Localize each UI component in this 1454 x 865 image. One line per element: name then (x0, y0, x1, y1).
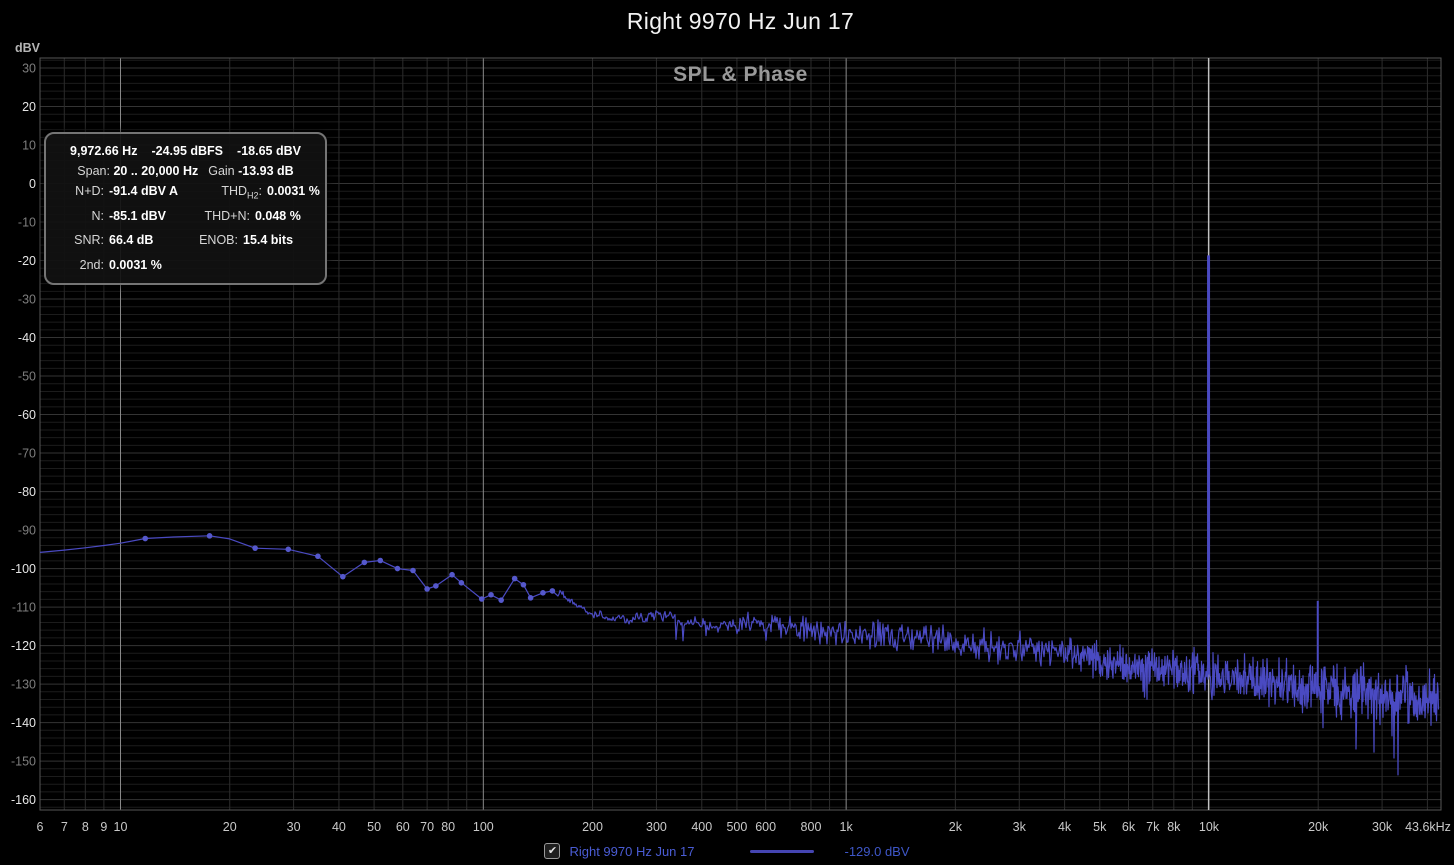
svg-text:40: 40 (332, 820, 346, 834)
svg-text:-130: -130 (11, 678, 36, 692)
svg-text:-50: -50 (18, 370, 36, 384)
nd-label: N+D: (75, 184, 104, 198)
svg-text:-40: -40 (18, 331, 36, 345)
series-visibility-checkbox[interactable]: ✔ (544, 843, 561, 859)
svg-text:4k: 4k (1058, 820, 1072, 834)
svg-text:-160: -160 (11, 793, 36, 807)
svg-text:6k: 6k (1122, 820, 1136, 834)
svg-text:3k: 3k (1013, 820, 1027, 834)
svg-text:-80: -80 (18, 485, 36, 499)
svg-text:43.6kHz: 43.6kHz (1405, 820, 1451, 834)
svg-text:-90: -90 (18, 524, 36, 538)
plot-title: SPL & Phase (673, 63, 808, 86)
svg-text:500: 500 (726, 820, 747, 834)
svg-text:800: 800 (801, 820, 822, 834)
svg-text:-110: -110 (12, 601, 36, 615)
svg-text:-140: -140 (11, 716, 36, 730)
svg-text:600: 600 (755, 820, 776, 834)
svg-text:-70: -70 (18, 447, 36, 461)
svg-text:-20: -20 (18, 254, 36, 268)
y-axis-unit-label: dBV (15, 41, 40, 55)
snr-label: SNR: (74, 233, 104, 247)
svg-text:1k: 1k (840, 820, 854, 834)
peak-dbv: -18.65 dBV (237, 144, 301, 158)
svg-text:9: 9 (100, 820, 107, 834)
svg-text:0: 0 (29, 177, 36, 191)
legend-bar: ✔ Right 9970 Hz Jun 17 -129.0 dBV (0, 839, 1454, 863)
svg-text:6: 6 (37, 820, 44, 834)
second-harmonic-value: 0.0031 % (109, 257, 162, 272)
svg-text:20k: 20k (1308, 820, 1329, 834)
peak-dbfs: -24.95 dBFS (151, 144, 224, 158)
span-value: 20 .. 20,000 Hz (113, 164, 199, 178)
svg-text:10: 10 (22, 139, 36, 153)
legend-series-label[interactable]: Right 9970 Hz Jun 17 (569, 843, 695, 859)
span-label: Span: (77, 164, 110, 178)
svg-text:-30: -30 (18, 293, 36, 307)
legend-cursor-value: -129.0 dBV (844, 843, 910, 859)
svg-text:80: 80 (441, 820, 455, 834)
measurement-infobox: 9,972.66 Hz -24.95 dBFS -18.65 dBV Span: 2… (44, 132, 327, 285)
thd-h2-value: 0.0031 % (267, 184, 320, 198)
enob-value: 15.4 bits (243, 233, 294, 247)
enob-label: ENOB: (199, 233, 238, 247)
svg-text:8k: 8k (1167, 820, 1181, 834)
svg-text:7: 7 (61, 820, 68, 834)
svg-text:200: 200 (582, 820, 603, 834)
svg-text:-10: -10 (18, 216, 36, 230)
svg-text:70: 70 (420, 820, 434, 834)
svg-text:400: 400 (691, 820, 712, 834)
svg-text:2k: 2k (949, 820, 963, 834)
svg-text:-60: -60 (18, 408, 36, 422)
svg-text:10k: 10k (1199, 820, 1220, 834)
svg-text:-150: -150 (11, 755, 36, 769)
svg-text:50: 50 (367, 820, 381, 834)
svg-text:5k: 5k (1093, 820, 1107, 834)
second-harmonic-label: 2nd: (79, 257, 104, 272)
n-label: N: (91, 208, 105, 223)
svg-text:7k: 7k (1146, 820, 1160, 834)
svg-text:30: 30 (287, 820, 301, 834)
snr-value: 66.4 dB (109, 233, 154, 247)
svg-text:-100: -100 (11, 562, 36, 576)
svg-text:100: 100 (473, 820, 494, 834)
svg-text:-120: -120 (11, 639, 36, 653)
svg-text:10: 10 (114, 820, 128, 834)
svg-text:60: 60 (396, 820, 410, 834)
svg-text:8: 8 (82, 820, 89, 834)
gain-value: -13.93 dB (238, 164, 294, 178)
svg-text:20: 20 (22, 100, 36, 114)
legend-line-swatch (750, 849, 815, 853)
gain-label: Gain (208, 164, 235, 178)
n-value: -85.1 dBV (109, 208, 166, 223)
svg-text:300: 300 (646, 820, 667, 834)
peak-frequency: 9,972.66 Hz (70, 144, 138, 158)
svg-text:30k: 30k (1372, 820, 1393, 834)
thd-h2-label: THDH2: (221, 184, 263, 201)
svg-text:20: 20 (223, 820, 237, 834)
nd-value: -91.4 dBV A (109, 184, 179, 198)
checkmark-icon: ✔ (547, 845, 558, 857)
thdn-value: 0.048 % (254, 208, 301, 223)
thdn-label: THD+N: (204, 208, 250, 223)
window-title: Right 9970 Hz Jun 17 (626, 8, 855, 34)
svg-text:30: 30 (22, 62, 36, 76)
